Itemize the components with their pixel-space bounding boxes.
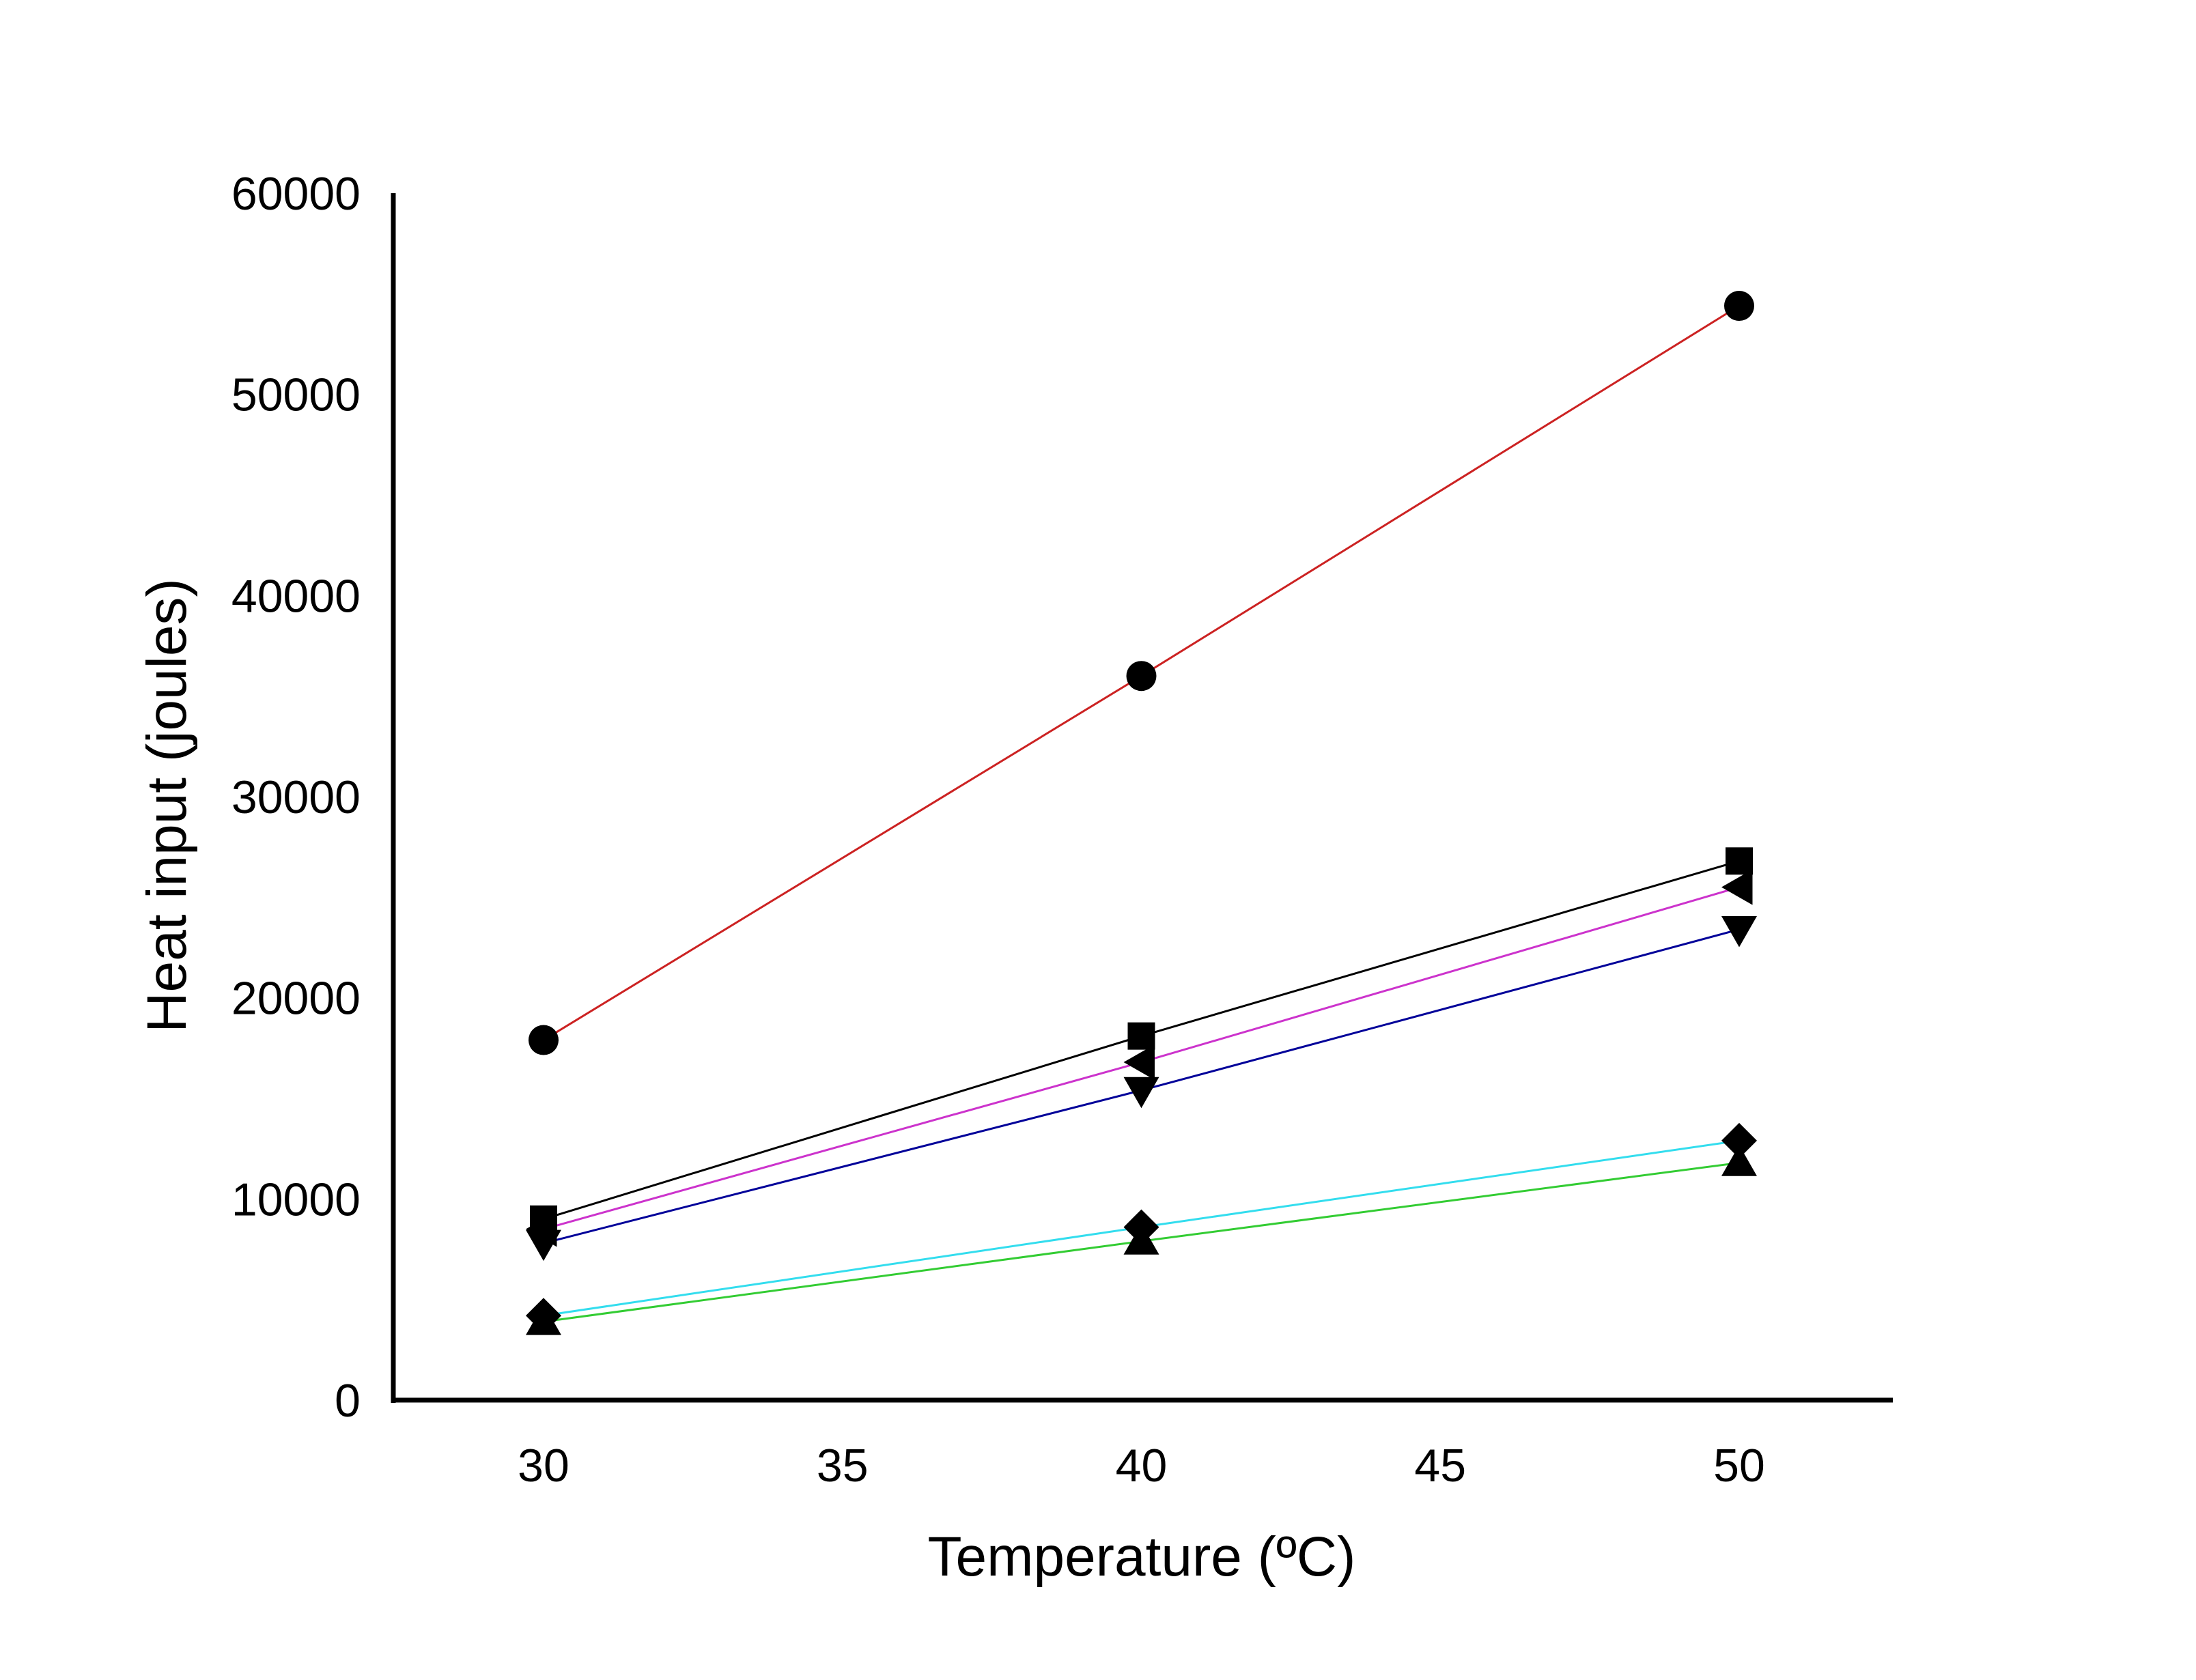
- data-point-circle: [1724, 291, 1754, 322]
- y-tick-label: 60000: [231, 168, 361, 220]
- y-tick-label: 0: [335, 1375, 361, 1427]
- y-tick-label: 30000: [231, 771, 361, 823]
- series-lines: [543, 304, 1740, 1323]
- y-tick-label: 20000: [231, 973, 361, 1025]
- x-tick-labels: 30 35 40 45 50: [518, 1440, 1765, 1492]
- data-point-triangle-down: [1721, 915, 1757, 948]
- x-tick-label: 35: [817, 1440, 869, 1492]
- x-tick-label: 45: [1414, 1440, 1466, 1492]
- data-point-triangle-up: [526, 1304, 561, 1335]
- data-point-triangle-down: [526, 1229, 561, 1262]
- data-point-triangle-left: [1123, 1044, 1155, 1080]
- data-point-diamond: [1721, 1122, 1757, 1158]
- y-tick-label: 50000: [231, 369, 361, 421]
- y-axis-title: Heat input (joules): [136, 578, 198, 1032]
- y-tick-label: 40000: [231, 570, 361, 622]
- series-markers: [526, 291, 1757, 1335]
- x-tick-label: 50: [1713, 1440, 1765, 1492]
- x-tick-label: 40: [1116, 1440, 1168, 1492]
- x-axis-title: Temperature (ºC): [928, 1526, 1356, 1588]
- y-tick-labels: 0 10000 20000 30000 40000 50000 60000: [231, 168, 361, 1427]
- data-point-triangle-left: [1721, 869, 1753, 905]
- data-point-square: [1726, 847, 1753, 875]
- data-point-square: [1127, 1022, 1155, 1050]
- data-point-triangle-down: [1123, 1077, 1159, 1109]
- data-point-circle: [529, 1025, 559, 1055]
- data-point-circle: [1126, 661, 1157, 692]
- data-point-triangle-up: [1123, 1223, 1159, 1255]
- x-tick-label: 30: [518, 1440, 569, 1492]
- y-tick-label: 10000: [231, 1173, 361, 1225]
- data-point-triangle-up: [1721, 1145, 1757, 1176]
